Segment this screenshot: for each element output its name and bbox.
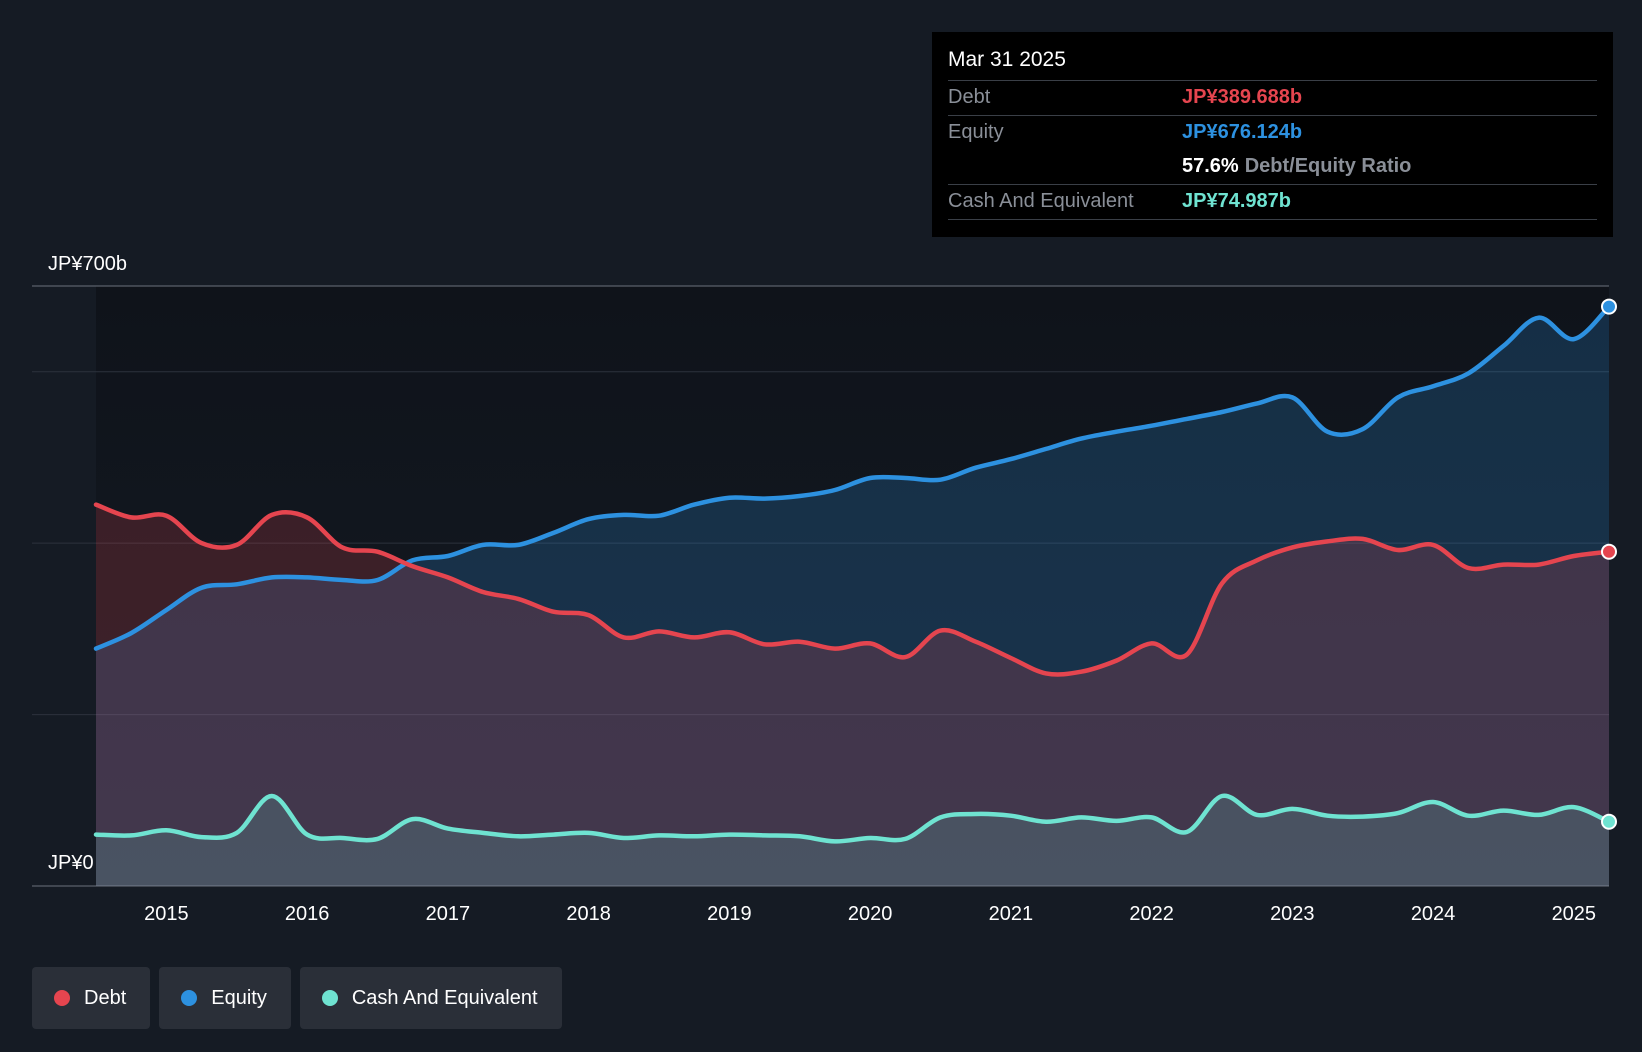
tooltip-equity-label: Equity — [948, 121, 1004, 143]
legend-item-equity[interactable]: Equity — [159, 967, 291, 1029]
tooltip-cash-label: Cash And Equivalent — [948, 190, 1134, 212]
tooltip-ratio-value: 57.6% — [1182, 155, 1239, 177]
cash-and-equivalent-endpoint[interactable] — [1601, 813, 1617, 830]
x-axis-ticks: 2015 2016 2017 2018 2019 2020 2021 2022 2023 2024… — [144, 903, 1596, 925]
equity-area — [96, 306, 1609, 887]
plot-background — [96, 286, 1609, 886]
series-endpoints — [1601, 298, 1617, 830]
legend-item-debt[interactable]: Debt — [32, 967, 151, 1029]
x-tick-2023: 2023 — [1270, 903, 1315, 925]
debt-line — [93, 502, 1612, 677]
tooltip-cash-row: Cash And Equivalent JP¥74.987b — [948, 185, 1597, 220]
y-axis-top-label: JP¥700b — [48, 253, 127, 275]
tooltip-equity-row: Equity JP¥676.124b — [948, 116, 1597, 150]
legend: Debt Equity Cash And Equivalent — [32, 967, 571, 1029]
x-tick-2022: 2022 — [1129, 903, 1174, 925]
x-tick-2019: 2019 — [707, 903, 752, 925]
x-tick-2021: 2021 — [989, 903, 1034, 925]
equity-line — [93, 304, 1612, 651]
x-tick-2020: 2020 — [848, 903, 893, 925]
x-tick-2025: 2025 — [1552, 903, 1597, 925]
legend-equity-label: Equity — [211, 986, 267, 1009]
debt-dot-icon — [54, 990, 70, 1006]
gridlines — [32, 285, 1609, 887]
equity-endpoint[interactable] — [1601, 298, 1617, 315]
cash-dot-icon — [321, 990, 338, 1006]
x-tick-2015: 2015 — [144, 903, 189, 925]
legend-cash-label: Cash And Equivalent — [351, 986, 538, 1009]
x-tick-2017: 2017 — [426, 903, 471, 925]
series-lines — [93, 304, 1612, 844]
cash-and-equivalent-line — [93, 793, 1612, 844]
legend-debt-label: Debt — [84, 986, 127, 1009]
y-axis-bottom-label: JP¥0 — [48, 852, 94, 874]
tooltip-debt-label: Debt — [948, 86, 991, 108]
tooltip-ratio-label: Debt/Equity Ratio — [1244, 155, 1412, 177]
debt-endpoint[interactable] — [1601, 543, 1617, 560]
tooltip-debt-row: Debt JP¥389.688b — [948, 81, 1597, 116]
x-tick-2016: 2016 — [285, 903, 330, 925]
equity-dot-icon — [181, 990, 198, 1006]
tooltip-panel: Mar 31 2025 Debt JP¥389.688b Equity JP¥6… — [932, 32, 1613, 237]
tooltip-equity-value: JP¥676.124b — [1182, 121, 1303, 143]
tooltip-cash-value: JP¥74.987b — [1182, 190, 1291, 212]
tooltip-ratio-row: 57.6% Debt/Equity Ratio — [948, 150, 1597, 185]
x-tick-2024: 2024 — [1411, 903, 1456, 925]
tooltip-debt-value: JP¥389.688b — [1182, 86, 1303, 108]
debt-area — [96, 504, 1609, 886]
legend-item-cash[interactable]: Cash And Equivalent — [299, 967, 562, 1029]
tooltip-date: Mar 31 2025 — [948, 46, 1597, 81]
x-tick-2018: 2018 — [566, 903, 611, 925]
